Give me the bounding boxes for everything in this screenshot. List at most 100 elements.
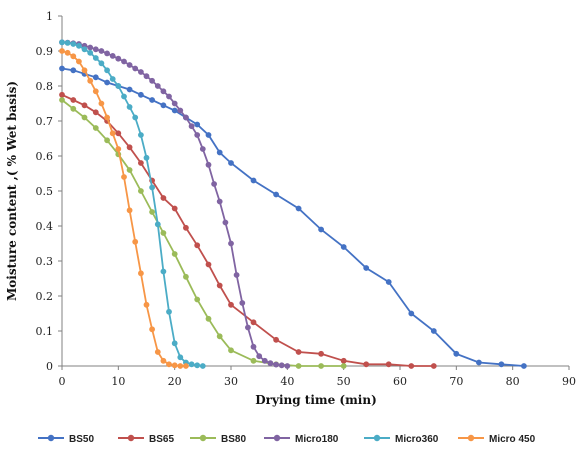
legend-marker-bs80 [199, 434, 207, 442]
series-layer [59, 39, 527, 369]
y-tick-label: 0.2 [36, 290, 54, 303]
data-point-bs80 [250, 357, 257, 364]
data-point-micro450 [76, 58, 82, 65]
data-point-bs50 [70, 67, 77, 74]
data-point-bs65 [295, 349, 302, 355]
data-point-bs80 [183, 273, 189, 280]
data-point-micro360 [81, 46, 88, 53]
y-tick-label: 0.3 [36, 255, 54, 268]
data-point-micro180 [194, 132, 201, 138]
data-point-micro180 [273, 361, 279, 368]
data-point-bs65 [171, 205, 178, 212]
data-point-micro180 [278, 362, 285, 369]
data-point-bs65 [160, 195, 167, 201]
data-point-micro180 [177, 107, 184, 114]
data-point-micro450 [183, 363, 189, 369]
legend-marker-micro180 [273, 434, 281, 442]
data-point-micro450 [64, 49, 71, 56]
data-point-bs80 [92, 125, 99, 131]
data-point-micro450 [160, 357, 167, 364]
data-point-micro180 [160, 88, 167, 95]
data-point-micro360 [149, 184, 156, 191]
data-point-micro360 [92, 55, 99, 61]
data-point-bs50 [476, 359, 482, 366]
data-point-micro180 [199, 146, 206, 152]
data-point-micro180 [138, 69, 144, 75]
data-point-micro360 [154, 221, 161, 228]
legend-label-bs65: BS65 [149, 434, 174, 445]
data-point-micro450 [149, 326, 156, 333]
data-point-micro180 [245, 324, 251, 331]
y-tick-label: 1 [46, 10, 53, 23]
data-point-bs50 [273, 191, 279, 198]
data-point-bs65 [115, 130, 122, 137]
data-point-bs50 [318, 226, 324, 233]
data-point-micro360 [166, 308, 172, 315]
data-point-micro450 [98, 100, 105, 107]
legend-item-bs50: BS50 [38, 434, 94, 445]
data-point-micro360 [160, 268, 167, 275]
data-point-micro180 [256, 353, 263, 360]
data-point-bs50 [250, 177, 257, 184]
data-point-bs50 [126, 86, 133, 93]
data-point-bs65 [126, 144, 133, 151]
data-point-bs50 [228, 160, 234, 166]
data-point-micro180 [143, 73, 150, 80]
data-point-micro360 [199, 363, 206, 369]
data-point-bs80 [216, 333, 223, 340]
data-point-micro180 [92, 46, 99, 53]
data-point-micro180 [104, 50, 110, 57]
legend-item-bs65: BS65 [118, 434, 174, 445]
legend-marker-bs65 [127, 434, 135, 442]
data-point-bs50 [363, 265, 370, 271]
data-point-bs50 [194, 121, 201, 128]
data-point-micro180 [98, 48, 105, 54]
data-point-micro180 [205, 161, 212, 168]
data-point-micro450 [143, 301, 150, 308]
data-point-micro450 [70, 53, 77, 60]
data-point-bs50 [149, 97, 156, 103]
data-point-bs80 [81, 114, 88, 121]
y-tick-label: 0.8 [36, 80, 54, 93]
data-point-bs80 [160, 230, 167, 236]
legend-marker-micro360 [373, 434, 381, 442]
data-point-micro360 [121, 93, 127, 100]
data-point-bs80 [104, 137, 110, 144]
data-point-bs80 [138, 188, 144, 194]
data-point-bs65 [81, 102, 88, 109]
data-point-micro360 [126, 104, 133, 110]
data-point-bs65 [250, 319, 257, 326]
data-point-bs80 [59, 97, 65, 103]
data-point-bs50 [138, 91, 144, 98]
data-point-micro360 [98, 60, 105, 67]
data-point-bs65 [216, 282, 223, 289]
data-point-micro450 [132, 238, 139, 245]
data-point-bs50 [408, 310, 415, 317]
x-tick-label: 10 [111, 375, 125, 388]
legend-label-micro450: Micro 450 [489, 434, 536, 445]
data-point-bs50 [171, 107, 178, 114]
series-bs65 [59, 91, 437, 369]
data-point-micro180 [154, 83, 161, 89]
data-point-bs50 [498, 361, 505, 368]
data-point-micro180 [132, 65, 139, 72]
series-bs50 [59, 65, 527, 369]
x-tick-label: 30 [224, 375, 238, 388]
data-point-bs50 [205, 132, 212, 138]
data-point-bs65 [408, 363, 415, 369]
data-point-micro180 [239, 300, 246, 306]
data-point-bs50 [216, 149, 223, 156]
x-tick-label: 70 [449, 375, 463, 388]
legend-marker-bs50 [47, 434, 55, 442]
data-point-micro180 [121, 58, 127, 65]
data-point-micro180 [87, 44, 94, 51]
data-point-micro180 [109, 53, 116, 59]
data-point-micro450 [104, 114, 110, 121]
data-point-bs80 [318, 363, 324, 369]
data-point-bs65 [228, 301, 234, 308]
data-point-micro360 [132, 114, 139, 121]
series-bs80 [59, 97, 347, 369]
data-point-bs65 [318, 350, 324, 357]
data-point-micro180 [228, 240, 234, 247]
